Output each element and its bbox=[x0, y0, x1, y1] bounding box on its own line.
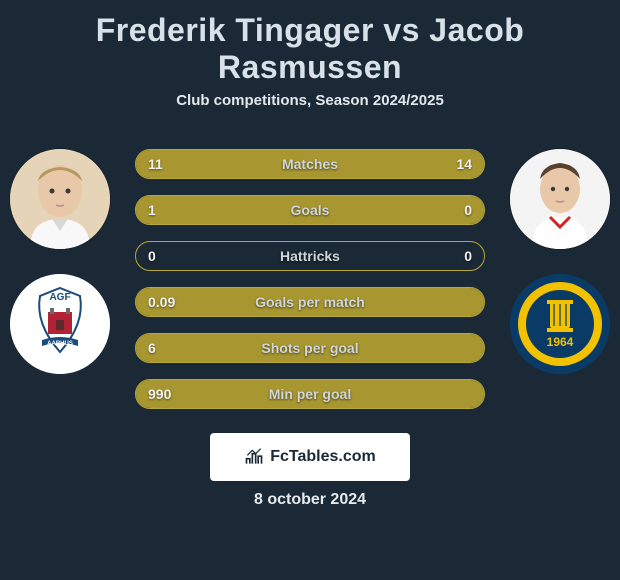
stat-row: 0.09Goals per match bbox=[135, 287, 485, 317]
club2-year: 1964 bbox=[547, 335, 574, 349]
comparison-area: AGF AARHUS 1964 1114Matches 10Goals 00Hatt… bbox=[0, 139, 620, 419]
stat-row: 6Shots per goal bbox=[135, 333, 485, 363]
player2-avatar bbox=[510, 149, 610, 249]
player1-avatar-icon bbox=[10, 149, 110, 249]
club2-badge-icon: 1964 bbox=[510, 274, 610, 374]
branding-box: FcTables.com bbox=[210, 433, 410, 481]
date-label: 8 october 2024 bbox=[0, 491, 620, 509]
stat-label: Goals per match bbox=[136, 288, 484, 316]
stat-row: 990Min per goal bbox=[135, 379, 485, 409]
vs-label: vs bbox=[383, 12, 420, 48]
stat-label: Min per goal bbox=[136, 380, 484, 408]
player2-avatar-icon bbox=[510, 149, 610, 249]
club2-badge: 1964 bbox=[510, 274, 610, 374]
stat-row: 00Hattricks bbox=[135, 241, 485, 271]
club1-badge: AGF AARHUS bbox=[10, 274, 110, 374]
comparison-title: Frederik Tingager vs Jacob Rasmussen bbox=[0, 0, 620, 92]
svg-text:AGF: AGF bbox=[49, 292, 70, 303]
branding-text: FcTables.com bbox=[270, 448, 376, 466]
stat-label: Matches bbox=[136, 150, 484, 178]
stat-label: Goals bbox=[136, 196, 484, 224]
chart-icon bbox=[244, 447, 264, 467]
stat-label: Shots per goal bbox=[136, 334, 484, 362]
stats-container: 1114Matches 10Goals 00Hattricks 0.09Goals p… bbox=[135, 149, 485, 425]
club1-badge-icon: AGF AARHUS bbox=[10, 274, 110, 374]
stat-label: Hattricks bbox=[136, 242, 484, 270]
svg-text:AARHUS: AARHUS bbox=[47, 341, 73, 347]
stat-row: 10Goals bbox=[135, 195, 485, 225]
subtitle: Club competitions, Season 2024/2025 bbox=[0, 92, 620, 109]
player1-name: Frederik Tingager bbox=[96, 12, 374, 48]
stat-row: 1114Matches bbox=[135, 149, 485, 179]
player1-avatar bbox=[10, 149, 110, 249]
